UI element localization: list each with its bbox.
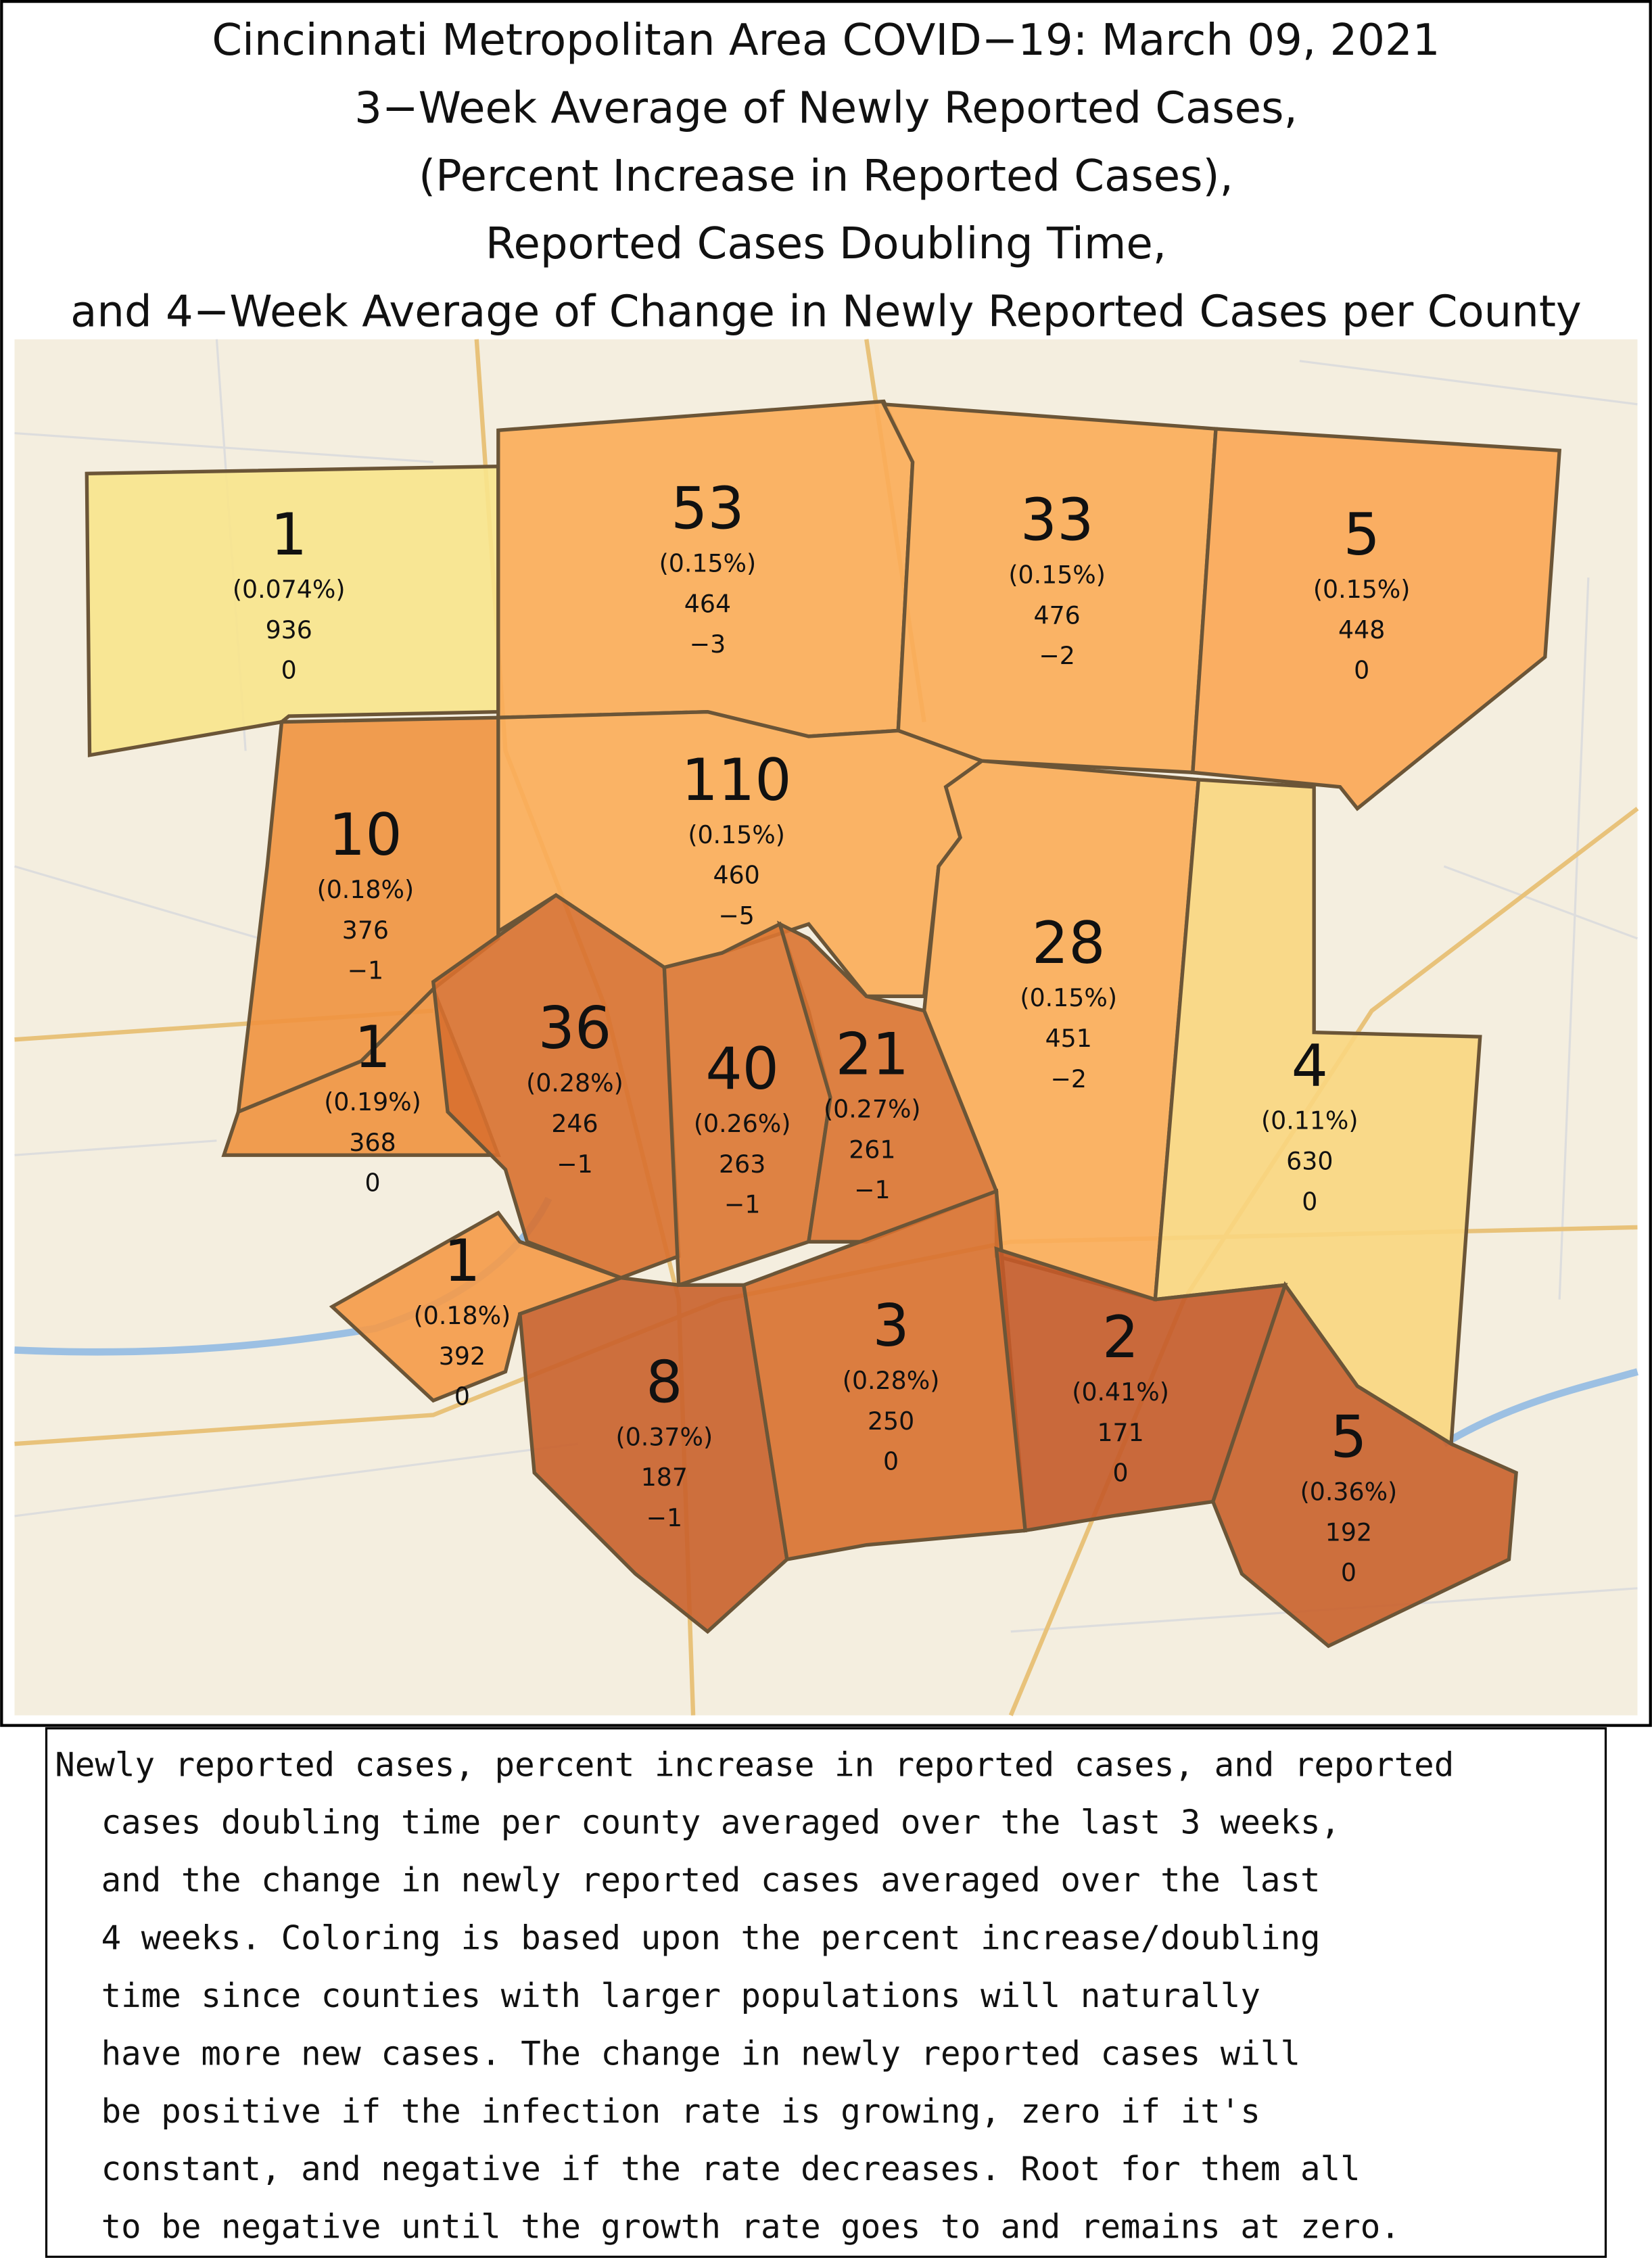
percent-increase: (0.15%)	[1313, 575, 1411, 604]
case-count: 10	[329, 802, 402, 869]
case-count: 4	[1292, 1033, 1328, 1100]
caption-box	[45, 1727, 1607, 2258]
doubling-time: 376	[342, 916, 389, 945]
change: 0	[364, 1169, 380, 1198]
percent-increase: (0.15%)	[1008, 561, 1106, 590]
case-count: 1	[354, 1014, 391, 1081]
case-count: 2	[1102, 1304, 1139, 1371]
change: −1	[646, 1503, 682, 1532]
doubling-time: 936	[266, 615, 312, 644]
caption-line: Newly reported cases, percent increase i…	[55, 1745, 1454, 1784]
title: Cincinnati Metropolitan Area COVID−19: M…	[70, 16, 1582, 337]
title-line: Reported Cases Doubling Time,	[486, 219, 1166, 269]
title-line: and 4−Week Average of Change in Newly Re…	[70, 287, 1582, 337]
case-count: 33	[1020, 488, 1094, 555]
caption: Newly reported cases, percent increase i…	[55, 1745, 1454, 2246]
change: −1	[557, 1150, 592, 1179]
percent-increase: (0.36%)	[1300, 1477, 1398, 1506]
doubling-time: 476	[1034, 600, 1081, 630]
title-line: 3−Week Average of Newly Reported Cases,	[354, 83, 1298, 133]
doubling-time: 448	[1338, 615, 1385, 644]
doubling-time: 246	[551, 1109, 598, 1138]
change: −2	[1050, 1064, 1086, 1093]
case-count: 36	[538, 995, 612, 1062]
doubling-time: 250	[868, 1407, 914, 1436]
change: −1	[724, 1190, 760, 1219]
case-count: 28	[1032, 910, 1106, 977]
percent-increase: (0.19%)	[324, 1087, 421, 1116]
percent-increase: (0.074%)	[233, 575, 346, 604]
case-count: 1	[270, 502, 307, 569]
caption-line: 4 weeks. Coloring is based upon the perc…	[101, 1918, 1321, 1958]
change: 0	[1113, 1459, 1129, 1488]
percent-increase: (0.18%)	[414, 1301, 511, 1330]
caption-line: be positive if the infection rate is gro…	[101, 2092, 1260, 2131]
percent-increase: (0.27%)	[824, 1095, 921, 1124]
doubling-time: 192	[1325, 1517, 1372, 1547]
change: 0	[454, 1382, 470, 1411]
title-line: (Percent Increase in Reported Cases),	[419, 151, 1233, 202]
case-count: 53	[671, 475, 745, 542]
doubling-time: 261	[849, 1135, 895, 1164]
percent-increase: (0.18%)	[317, 875, 415, 904]
doubling-time: 392	[439, 1342, 486, 1371]
percent-increase: (0.11%)	[1261, 1106, 1359, 1135]
caption-line: have more new cases. The change in newly…	[101, 2033, 1300, 2073]
case-count: 5	[1343, 502, 1379, 569]
doubling-time: 187	[641, 1463, 688, 1492]
change: −2	[1039, 641, 1075, 670]
case-count: 40	[705, 1036, 779, 1103]
percent-increase: (0.15%)	[688, 820, 785, 849]
doubling-time: 460	[713, 861, 759, 890]
caption-line: constant, and negative if the rate decre…	[101, 2149, 1361, 2188]
percent-increase: (0.15%)	[1020, 983, 1117, 1012]
doubling-time: 263	[719, 1150, 765, 1179]
case-count: 1	[444, 1228, 480, 1295]
doubling-time: 171	[1097, 1418, 1143, 1447]
case-count: 5	[1330, 1404, 1367, 1471]
case-count: 8	[646, 1349, 682, 1416]
title-line: Cincinnati Metropolitan Area COVID−19: M…	[212, 16, 1440, 66]
change: −5	[718, 901, 754, 930]
county	[1210, 1281, 1518, 1649]
percent-increase: (0.41%)	[1072, 1377, 1169, 1407]
caption-line: cases doubling time per county averaged …	[101, 1803, 1341, 1842]
doubling-time: 464	[684, 589, 731, 618]
change: −1	[854, 1175, 890, 1204]
change: 0	[1354, 656, 1369, 685]
caption-line: time since counties with larger populati…	[101, 1976, 1260, 2015]
percent-increase: (0.37%)	[616, 1422, 713, 1451]
percent-increase: (0.28%)	[526, 1068, 623, 1098]
doubling-time: 451	[1045, 1024, 1092, 1053]
caption-line: to be negative until the growth rate goe…	[101, 2207, 1400, 2246]
change: −1	[348, 956, 383, 985]
percent-increase: (0.15%)	[659, 549, 757, 578]
percent-increase: (0.28%)	[843, 1366, 940, 1395]
county	[1191, 427, 1562, 811]
county	[741, 1188, 1028, 1562]
case-count: 21	[835, 1022, 909, 1089]
county-labels: 1(0.074%)936053(0.15%)464−333(0.15%)476−…	[233, 475, 1411, 1587]
change: 0	[883, 1447, 899, 1476]
percent-increase: (0.26%)	[694, 1109, 791, 1138]
change: −3	[690, 630, 726, 659]
case-count: 110	[682, 747, 792, 814]
doubling-time: 368	[349, 1128, 396, 1157]
change: 0	[1302, 1187, 1317, 1216]
case-count: 3	[872, 1293, 909, 1360]
change: 0	[1341, 1558, 1356, 1587]
counties	[85, 399, 1562, 1649]
doubling-time: 630	[1286, 1147, 1333, 1176]
caption-line: and the change in newly reported cases a…	[101, 1860, 1321, 1900]
change: 0	[281, 656, 297, 685]
